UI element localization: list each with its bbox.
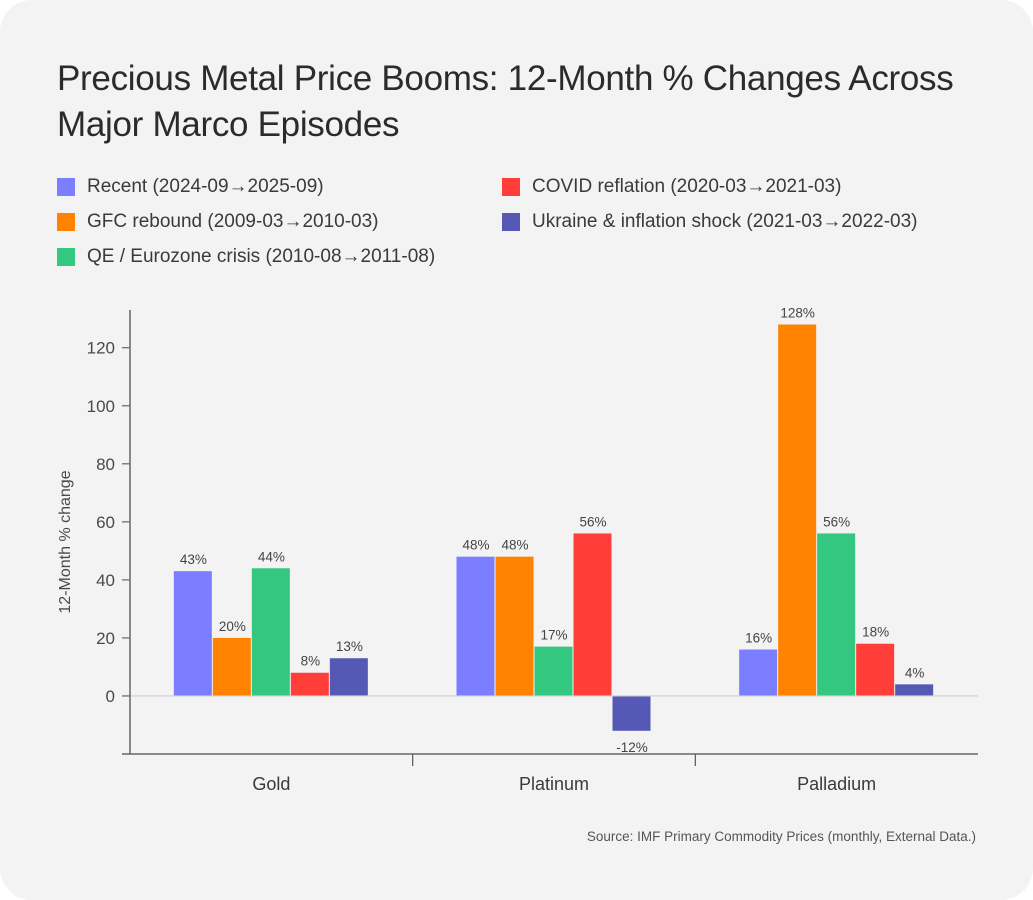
legend-label: QE / Eurozone crisis (2010-08→2011-08) [87, 246, 436, 267]
bar-platinum-3 [573, 533, 612, 696]
y-tick-label: 100 [87, 397, 115, 416]
bar-value-label: 128% [780, 306, 815, 321]
bar-platinum-1 [495, 556, 534, 696]
legend-item-gfc: GFC rebound (2009-03→2010-03) [57, 211, 379, 233]
x-tick-label-platinum: Platinum [519, 774, 589, 794]
bar-value-label: 20% [219, 619, 246, 634]
legend-swatch [502, 178, 520, 196]
y-axis-title: 12-Month % change [57, 470, 74, 613]
bar-value-label: 48% [501, 538, 528, 553]
bar-value-label: 4% [905, 665, 925, 680]
bar-value-label: 17% [540, 628, 567, 643]
legend-label: Ukraine & inflation shock (2021-03→2022-… [532, 211, 918, 232]
y-tick-label: 60 [96, 513, 115, 532]
bar-palladium-2 [817, 533, 856, 696]
bar-value-label: -12% [616, 740, 648, 755]
bar-value-label: 16% [745, 631, 772, 646]
source-note: Source: IMF Primary Commodity Prices (mo… [586, 829, 976, 844]
bar-value-label: 8% [301, 654, 321, 669]
y-tick-label: 20 [96, 629, 115, 648]
x-tick-label-gold: Gold [252, 774, 290, 794]
chart-title: Precious Metal Price Booms: 12-Month % C… [57, 59, 954, 144]
y-tick-label: 40 [96, 571, 115, 590]
bar-platinum-0 [456, 556, 495, 696]
legend-item-covid: COVID reflation (2020-03→2021-03) [502, 176, 841, 198]
bar-value-label: 56% [579, 514, 606, 529]
bar-value-label: 13% [336, 639, 363, 654]
bar-gold-4 [329, 658, 368, 696]
bar-palladium-3 [856, 643, 895, 696]
bar-platinum-2 [534, 646, 573, 696]
bar-value-label: 18% [862, 625, 889, 640]
y-tick-label: 120 [87, 339, 115, 358]
bar-value-label: 44% [258, 549, 285, 564]
y-tick-label: 80 [96, 455, 115, 474]
bar-value-label: 56% [823, 514, 850, 529]
bar-gold-1 [212, 637, 251, 696]
legend-swatch [57, 178, 75, 196]
bar-platinum-4 [612, 695, 651, 731]
bar-palladium-0 [739, 649, 778, 696]
legend-swatch [502, 213, 520, 231]
legend-swatch [57, 248, 75, 266]
legend-label: Recent (2024-09→2025-09) [87, 176, 324, 197]
bar-palladium-1 [778, 324, 817, 696]
bar-value-label: 43% [180, 552, 207, 567]
bar-palladium-4 [895, 684, 934, 696]
y-tick-label: 0 [106, 687, 115, 706]
bar-gold-0 [173, 571, 212, 696]
x-tick-label-palladium: Palladium [797, 774, 876, 794]
legend-label: COVID reflation (2020-03→2021-03) [532, 176, 842, 197]
bar-value-label: 48% [462, 538, 489, 553]
bar-gold-2 [251, 568, 290, 696]
legend-label: GFC rebound (2009-03→2010-03) [87, 211, 379, 232]
legend-item-recent: Recent (2024-09→2025-09) [57, 176, 324, 198]
legend-item-ukraine: Ukraine & inflation shock (2021-03→2022-… [502, 211, 918, 233]
bar-gold-3 [290, 672, 329, 696]
legend-swatch [57, 213, 75, 231]
legend-item-qe: QE / Eurozone crisis (2010-08→2011-08) [57, 246, 435, 268]
